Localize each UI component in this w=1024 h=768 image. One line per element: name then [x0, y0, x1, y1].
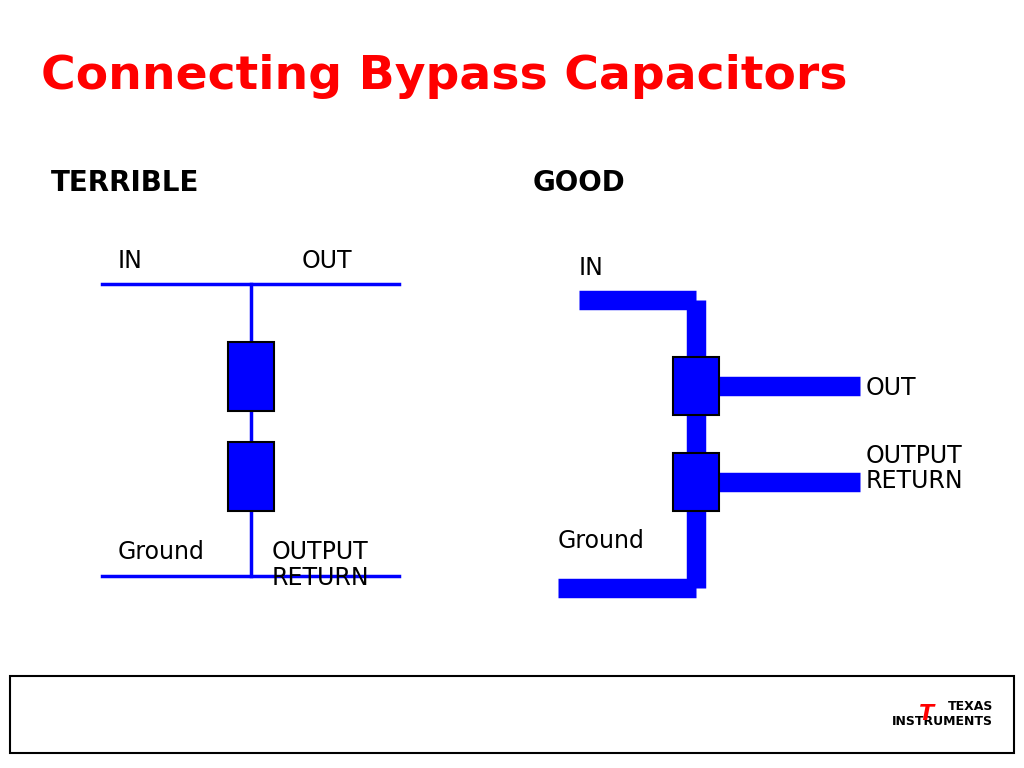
FancyBboxPatch shape [674, 357, 720, 415]
FancyBboxPatch shape [674, 453, 720, 511]
Text: IN: IN [579, 257, 603, 280]
Text: Connecting Bypass Capacitors: Connecting Bypass Capacitors [41, 54, 848, 99]
Text: OUT: OUT [865, 376, 915, 400]
FancyBboxPatch shape [10, 676, 1014, 753]
Text: GOOD: GOOD [532, 169, 626, 197]
Text: T: T [920, 704, 934, 724]
Text: TEXAS
INSTRUMENTS: TEXAS INSTRUMENTS [892, 700, 993, 728]
Text: IN: IN [118, 249, 142, 273]
Text: OUTPUT: OUTPUT [271, 541, 368, 564]
FancyBboxPatch shape [227, 442, 274, 511]
Text: Ground: Ground [558, 529, 645, 553]
Text: RETURN: RETURN [865, 469, 963, 493]
Text: RETURN: RETURN [271, 566, 369, 590]
FancyBboxPatch shape [227, 342, 274, 411]
Text: OUTPUT: OUTPUT [865, 445, 962, 468]
Text: OUT: OUT [302, 249, 352, 273]
Text: Ground: Ground [118, 541, 205, 564]
Text: TERRIBLE: TERRIBLE [51, 169, 200, 197]
